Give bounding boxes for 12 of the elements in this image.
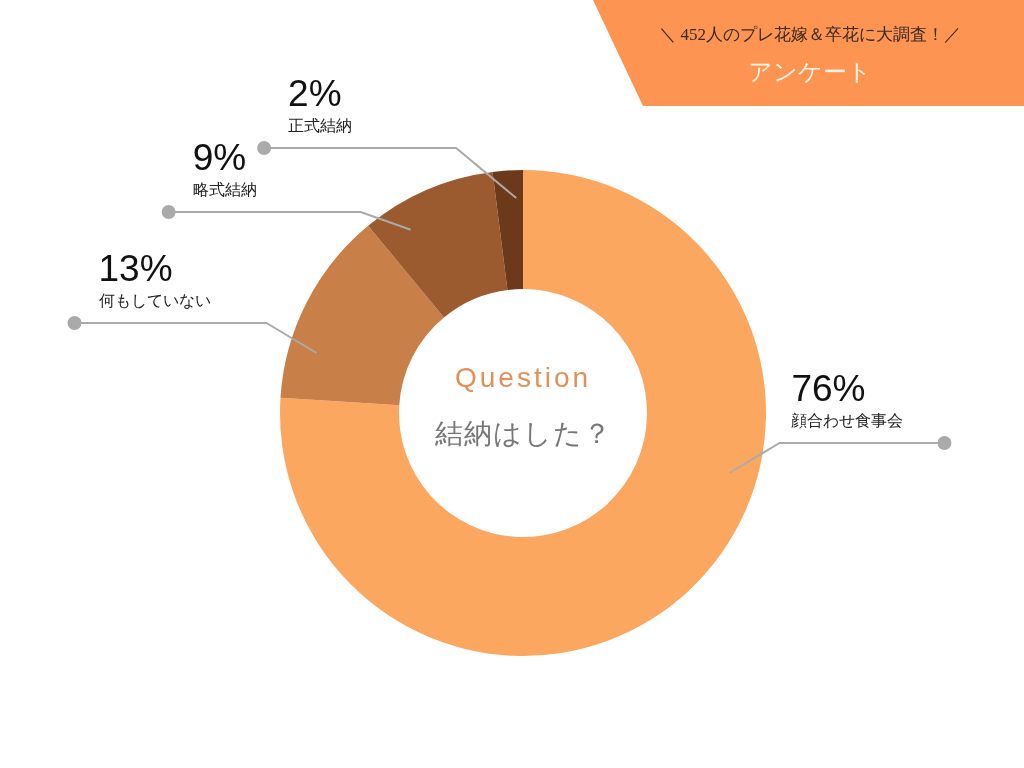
category-label: 正式結納 (288, 117, 353, 134)
value-label: 13% (98, 248, 173, 289)
category-label: 何もしていない (98, 292, 211, 309)
value-label: 2% (288, 73, 342, 114)
annotation: Question (454, 362, 592, 393)
category-label: 略式結納 (192, 181, 257, 198)
value-label: 9% (192, 137, 247, 178)
subtitle: アンケート (748, 59, 872, 85)
value-label: 76% (791, 368, 866, 409)
title: ＼ 452人のプレ花嫁＆卒花に大調査！／ (659, 25, 961, 44)
category-label: 顔合わせ食事会 (791, 412, 904, 429)
annotation: 結納はした？ (434, 418, 612, 449)
